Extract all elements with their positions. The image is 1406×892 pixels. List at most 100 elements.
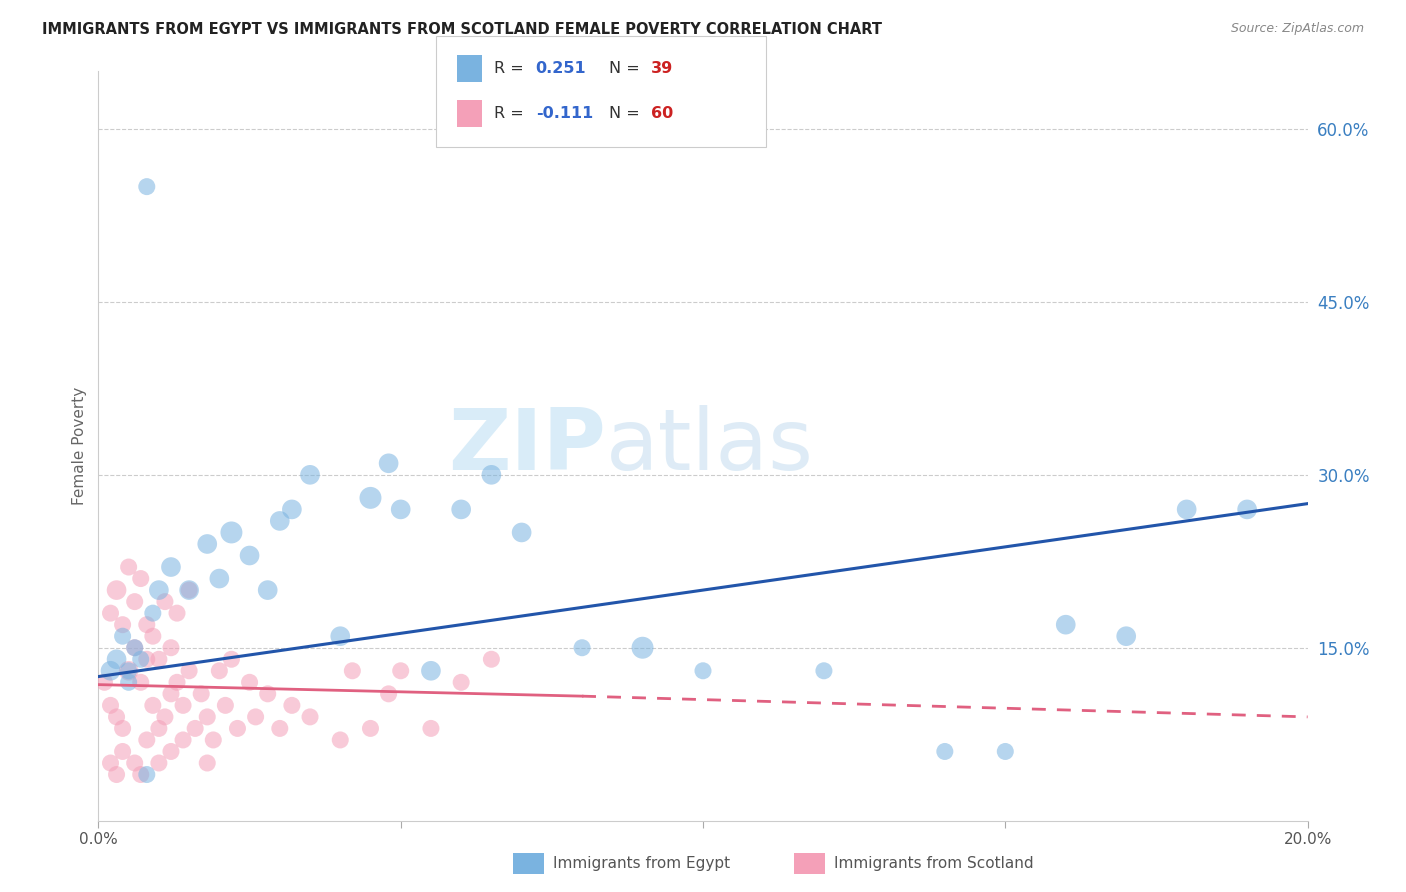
Point	[105, 652, 128, 666]
Point	[1054, 617, 1077, 632]
Point	[208, 572, 231, 586]
Point	[420, 722, 443, 736]
Text: R =: R =	[494, 62, 529, 76]
Point	[118, 560, 141, 574]
Text: atlas: atlas	[606, 404, 814, 488]
Point	[105, 710, 128, 724]
Point	[239, 549, 262, 563]
Point	[160, 560, 183, 574]
Point	[420, 664, 443, 678]
Point	[148, 756, 170, 770]
Point	[184, 722, 207, 736]
Point	[221, 525, 243, 540]
Text: N =: N =	[609, 106, 645, 120]
Point	[105, 583, 128, 598]
Point	[135, 767, 157, 781]
Point	[202, 733, 225, 747]
Point	[329, 733, 352, 747]
Point	[692, 664, 714, 678]
Point	[389, 664, 412, 678]
Point	[269, 514, 291, 528]
Point	[281, 502, 304, 516]
Point	[190, 687, 212, 701]
Point	[148, 652, 170, 666]
Point	[129, 675, 152, 690]
Point	[179, 664, 201, 678]
Point	[342, 664, 364, 678]
Point	[1175, 502, 1198, 516]
Text: 39: 39	[651, 62, 673, 76]
Point	[153, 594, 176, 608]
Point	[135, 733, 157, 747]
Text: Source: ZipAtlas.com: Source: ZipAtlas.com	[1230, 22, 1364, 36]
Point	[269, 722, 291, 736]
Point	[148, 722, 170, 736]
Text: N =: N =	[609, 62, 645, 76]
Point	[481, 652, 503, 666]
Text: Immigrants from Scotland: Immigrants from Scotland	[834, 856, 1033, 871]
Point	[118, 664, 141, 678]
Point	[135, 617, 157, 632]
Point	[208, 664, 231, 678]
Point	[160, 744, 183, 758]
Point	[256, 583, 278, 598]
Point	[195, 537, 218, 551]
Point	[166, 675, 188, 690]
Point	[111, 722, 134, 736]
Point	[377, 687, 399, 701]
Point	[135, 652, 157, 666]
Text: -0.111: -0.111	[536, 106, 593, 120]
Point	[160, 640, 183, 655]
Point	[195, 756, 218, 770]
Point	[100, 606, 122, 620]
Point	[93, 675, 115, 690]
Point	[481, 467, 503, 482]
Point	[166, 606, 188, 620]
Point	[118, 664, 141, 678]
Point	[239, 675, 262, 690]
Text: IMMIGRANTS FROM EGYPT VS IMMIGRANTS FROM SCOTLAND FEMALE POVERTY CORRELATION CHA: IMMIGRANTS FROM EGYPT VS IMMIGRANTS FROM…	[42, 22, 882, 37]
Point	[813, 664, 835, 678]
Point	[111, 617, 134, 632]
Point	[124, 640, 146, 655]
Y-axis label: Female Poverty: Female Poverty	[72, 387, 87, 505]
Point	[135, 179, 157, 194]
Point	[226, 722, 249, 736]
Point	[124, 640, 146, 655]
Point	[160, 687, 183, 701]
Point	[214, 698, 236, 713]
Point	[631, 640, 654, 655]
Point	[179, 583, 201, 598]
Text: 60: 60	[651, 106, 673, 120]
Point	[256, 687, 278, 701]
Point	[571, 640, 593, 655]
Point	[111, 744, 134, 758]
Point	[221, 652, 243, 666]
Text: Immigrants from Egypt: Immigrants from Egypt	[553, 856, 730, 871]
Point	[105, 767, 128, 781]
Point	[179, 583, 201, 598]
Point	[195, 710, 218, 724]
Point	[142, 606, 165, 620]
Point	[100, 664, 122, 678]
Point	[124, 756, 146, 770]
Point	[118, 675, 141, 690]
Point	[245, 710, 267, 724]
Point	[124, 594, 146, 608]
Text: R =: R =	[494, 106, 529, 120]
Point	[450, 675, 472, 690]
Point	[994, 744, 1017, 758]
Point	[389, 502, 412, 516]
Point	[934, 744, 956, 758]
Point	[111, 629, 134, 643]
Point	[142, 698, 165, 713]
Point	[510, 525, 533, 540]
Point	[299, 467, 322, 482]
Point	[172, 733, 194, 747]
Point	[129, 652, 152, 666]
Point	[148, 583, 170, 598]
Point	[450, 502, 472, 516]
Point	[100, 698, 122, 713]
Point	[377, 456, 399, 470]
Point	[299, 710, 322, 724]
